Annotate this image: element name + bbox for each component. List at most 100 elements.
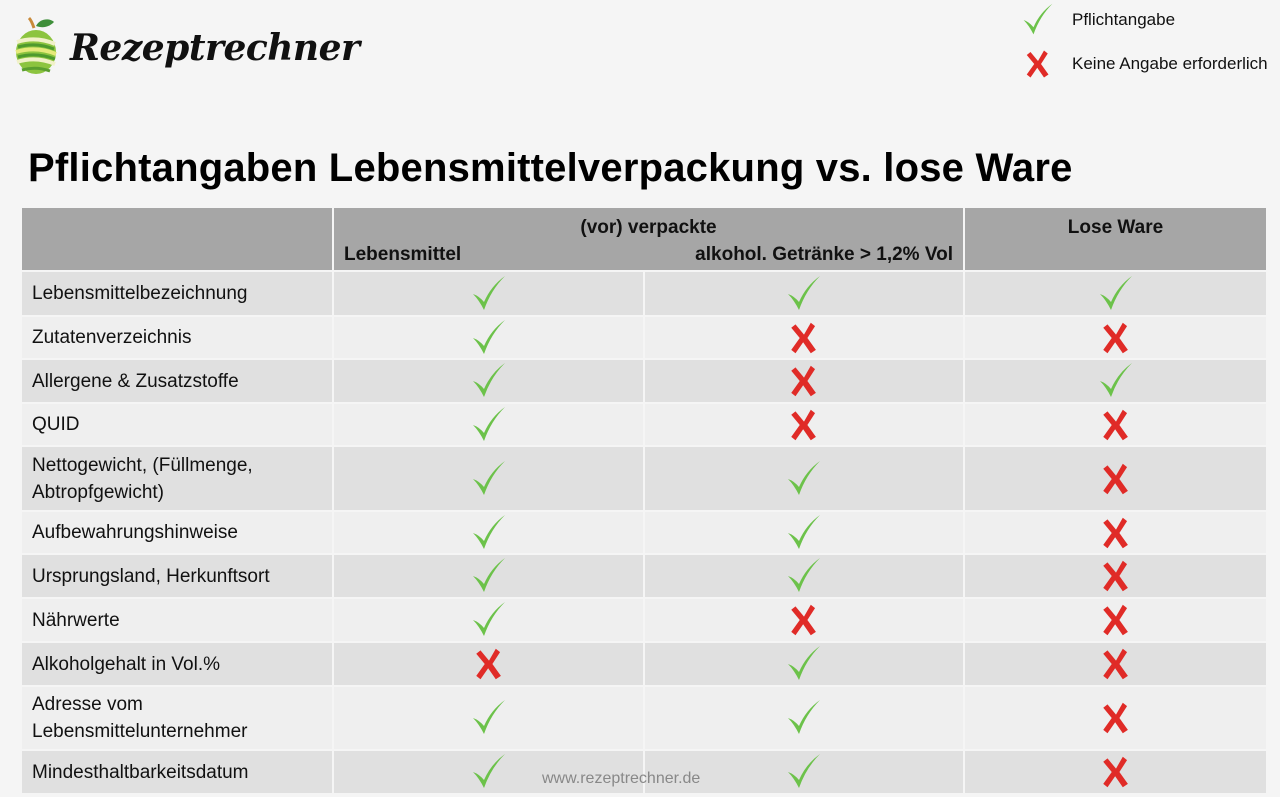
mark-cell [334, 404, 643, 445]
check-icon [469, 752, 509, 792]
table-row: Adresse vom Lebensmittelunternehmer [22, 687, 1266, 749]
header-col-food: Lebensmittel [344, 244, 462, 265]
brand-name: Rezeptrechner [70, 27, 360, 69]
check-icon [784, 752, 824, 792]
check-icon [1096, 274, 1136, 314]
mark-cell [334, 599, 643, 641]
row-label: Mindesthaltbarkeitsdatum [22, 751, 332, 793]
legend-label: Pflichtangabe [1072, 10, 1176, 29]
mark-cell [965, 272, 1266, 315]
mark-cell [965, 360, 1266, 402]
mark-cell [645, 404, 963, 445]
legend-label: Keine Angabe erforderlich [1072, 54, 1268, 73]
table-row: Alkoholgehalt in Vol.% [22, 643, 1266, 685]
check-icon [469, 513, 509, 553]
mark-cell [334, 512, 643, 553]
mark-cell [334, 317, 643, 358]
cross-icon [784, 405, 824, 445]
row-label: Lebensmittelbezeichnung [22, 272, 332, 315]
cross-icon [469, 644, 509, 684]
cross-icon [1096, 405, 1136, 445]
mark-cell [645, 643, 963, 685]
table-row: Allergene & Zusatzstoffe [22, 360, 1266, 402]
table-row: QUID [22, 404, 1266, 445]
cross-icon [1020, 46, 1056, 82]
mark-cell [645, 555, 963, 597]
check-icon [784, 698, 824, 738]
table-row: Nettogewicht, (Füllmenge, Abtropfgewicht… [22, 447, 1266, 510]
table-row: Aufbewahrungshinweise [22, 512, 1266, 553]
mark-cell [645, 272, 963, 315]
check-icon [784, 556, 824, 596]
check-icon [784, 513, 824, 553]
header-empty-cell [22, 208, 332, 270]
watermark: www.rezeptrechner.de [542, 770, 701, 787]
cross-icon [1096, 600, 1136, 640]
table-row: Nährwerte [22, 599, 1266, 641]
mark-cell [645, 317, 963, 358]
mark-cell [334, 447, 643, 510]
header-group-label: (vor) verpackte [580, 217, 717, 238]
row-label: Ursprungsland, Herkunftsort [22, 555, 332, 597]
mark-cell [334, 360, 643, 402]
row-label: Alkoholgehalt in Vol.% [22, 643, 332, 685]
row-label: QUID [22, 404, 332, 445]
table-header: (vor) verpackte Lebensmittel alkohol. Ge… [22, 208, 1266, 270]
legend: Pflichtangabe Keine Angabe erforderlich [1020, 0, 1268, 84]
check-icon [1096, 361, 1136, 401]
mark-cell [965, 404, 1266, 445]
row-label: Zutatenverzeichnis [22, 317, 332, 358]
mark-cell [334, 555, 643, 597]
mark-cell [645, 599, 963, 641]
header-col-loose: Lose Ware [965, 208, 1266, 270]
check-icon [469, 318, 509, 358]
check-icon [469, 600, 509, 640]
row-label: Adresse vom Lebensmittelunternehmer [22, 687, 332, 749]
row-label: Nettogewicht, (Füllmenge, Abtropfgewicht… [22, 447, 332, 510]
page-title: Pflichtangaben Lebensmittelverpackung vs… [28, 146, 1073, 190]
mark-cell [645, 512, 963, 553]
cross-icon [1096, 513, 1136, 553]
mark-cell [965, 447, 1266, 510]
check-icon [1020, 2, 1056, 38]
header-packaged-group: (vor) verpackte Lebensmittel alkohol. Ge… [334, 208, 963, 270]
cross-icon [1096, 318, 1136, 358]
cross-icon [1096, 459, 1136, 499]
table-row: Lebensmittelbezeichnung [22, 272, 1266, 315]
mark-cell [334, 272, 643, 315]
mark-cell [334, 643, 643, 685]
brand-logo: Rezeptrechner [14, 16, 360, 76]
cross-icon [1096, 698, 1136, 738]
cross-icon [1096, 752, 1136, 792]
check-icon [469, 698, 509, 738]
check-icon [469, 459, 509, 499]
mark-cell [965, 555, 1266, 597]
check-icon [784, 274, 824, 314]
mark-cell [645, 687, 963, 749]
apple-logo-icon [14, 16, 60, 76]
mark-cell [965, 643, 1266, 685]
mark-cell [645, 447, 963, 510]
row-label: Aufbewahrungshinweise [22, 512, 332, 553]
row-label: Nährwerte [22, 599, 332, 641]
table-row: Mindesthaltbarkeitsdatum [22, 751, 1266, 793]
legend-item-not-required: Keine Angabe erforderlich [1020, 44, 1268, 84]
mark-cell [645, 751, 963, 793]
table-body: Lebensmittelbezeichnung Zutatenverzeichni… [22, 272, 1266, 793]
legend-item-required: Pflichtangabe [1020, 0, 1268, 40]
comparison-table: (vor) verpackte Lebensmittel alkohol. Ge… [22, 208, 1266, 793]
check-icon [469, 361, 509, 401]
check-icon [469, 556, 509, 596]
check-icon [469, 405, 509, 445]
check-icon [784, 644, 824, 684]
mark-cell [645, 360, 963, 402]
mark-cell [965, 599, 1266, 641]
header-col-alcohol: alkohol. Getränke > 1,2% Vol [695, 244, 953, 265]
mark-cell [965, 512, 1266, 553]
cross-icon [784, 318, 824, 358]
mark-cell [965, 751, 1266, 793]
mark-cell [334, 751, 643, 793]
mark-cell [965, 687, 1266, 749]
check-icon [784, 459, 824, 499]
cross-icon [1096, 644, 1136, 684]
